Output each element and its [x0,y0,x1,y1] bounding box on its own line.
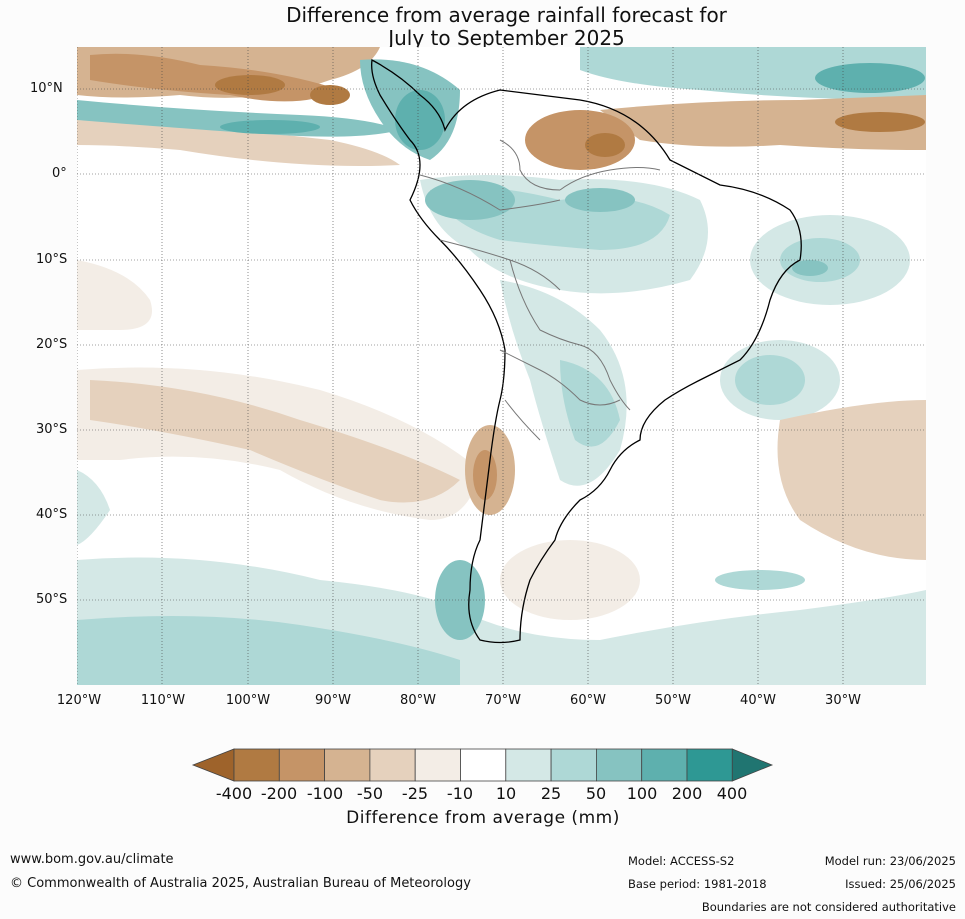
colorbar-tick: -400 [215,784,253,803]
colorbar [191,748,774,782]
wet-atlantic-core [815,63,925,93]
colorbar-tick: -50 [356,784,384,803]
website-link[interactable]: www.bom.gov.au/climate [10,852,174,867]
wet-amazon-core-2 [565,188,635,212]
lat-label-10s: 10°S [36,252,68,267]
dry-south-atlantic [777,400,926,560]
wet-se-brazil-core [735,355,805,405]
colorbar-tick: 100 [626,784,658,803]
model-run-text: Model run: 23/06/2025 [824,854,956,868]
colorbar-tick: 25 [540,784,562,803]
dry-pacific-mid [90,380,460,503]
colorbar-tick: 10 [495,784,517,803]
colorbar-bin [369,748,416,782]
dry-guiana-core [585,133,625,157]
lat-label-20s: 20°S [36,337,68,352]
colorbar-low-arrow [191,748,235,782]
lon-label-40w: 40°W [740,693,776,708]
model-text: Model: ACCESS-S2 [628,854,735,868]
wet-southern-ocean-mid [77,616,460,685]
lat-label-10n: 10°N [30,81,63,96]
colorbar-tick: -100 [306,784,344,803]
dry-chile-inner [473,450,497,500]
colorbar-bin [414,748,461,782]
lat-label-50s: 50°S [36,592,68,607]
colorbar-tick: 200 [671,784,703,803]
colorbar-label: Difference from average (mm) [346,808,620,828]
lon-label-110w: 110°W [140,693,186,708]
colorbar-tick: 50 [585,784,607,803]
colorbar-bin [460,748,507,782]
colorbar-bin [233,748,280,782]
colorbar-bin [550,748,597,782]
title-line-1: Difference from average rainfall forecas… [286,3,727,27]
map-title: Difference from average rainfall forecas… [0,4,965,50]
colorbar-tick: -25 [401,784,429,803]
wet-caribbean-core [395,90,445,150]
colorbar-bin [596,748,643,782]
colorbar-bin [505,748,552,782]
dry-patagonia [500,540,640,620]
colorbar-bin [324,748,371,782]
colorbar-high-arrow [731,748,774,782]
wet-spot-1 [220,120,320,134]
lon-label-60w: 60°W [570,693,606,708]
graticule [77,47,926,685]
lon-label-50w: 50°W [655,693,691,708]
dry-spot-2 [310,85,350,105]
wet-amazon-core [425,180,515,220]
base-period-text: Base period: 1981-2018 [628,877,767,891]
lon-label-90w: 90°W [315,693,351,708]
title-line-2: July to September 2025 [388,26,625,50]
disclaimer-text: Boundaries are not considered authoritat… [701,900,956,914]
wet-falklands [715,570,805,590]
wet-cape-horn [435,560,485,640]
colorbar-tick: 400 [716,784,748,803]
wet-ne-brazil-core [792,260,828,276]
rainfall-anomaly-field [77,47,926,685]
colorbar-bin [278,748,325,782]
colorbar-bin [686,748,733,782]
wet-pacific-southwest [77,470,110,545]
copyright-text: © Commonwealth of Australia 2025, Austra… [10,876,471,891]
lon-label-80w: 80°W [400,693,436,708]
colorbar-tick: -200 [260,784,298,803]
dry-spot-1 [215,75,285,95]
lat-label-40s: 40°S [36,507,68,522]
colorbar-tick: -10 [446,784,474,803]
south-america-coastline [371,58,802,644]
lat-label-30s: 30°S [36,422,68,437]
lon-label-70w: 70°W [485,693,521,708]
dry-pacific-west [77,260,152,330]
lon-label-120w: 120°W [56,693,102,708]
dry-atlantic-band [600,95,926,150]
lon-label-100w: 100°W [225,693,271,708]
dry-atlantic-core [835,112,925,132]
dry-band-2 [77,120,400,166]
issued-text: Issued: 25/06/2025 [845,877,956,891]
lat-label-0: 0° [52,166,67,181]
colorbar-bin [641,748,688,782]
lon-label-30w: 30°W [825,693,861,708]
